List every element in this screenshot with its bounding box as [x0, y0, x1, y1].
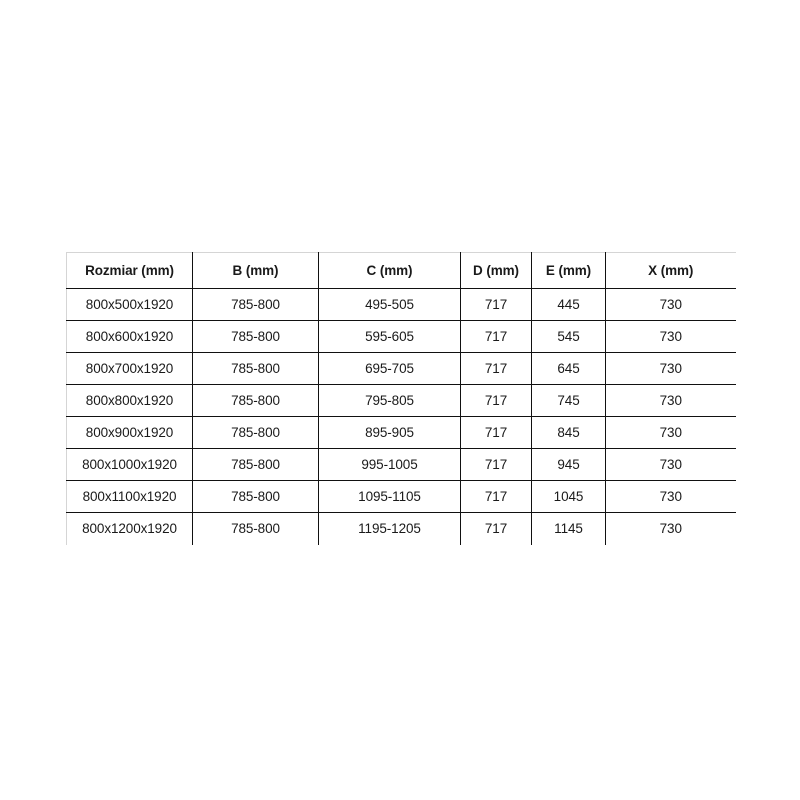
- cell-size: 800x500x1920: [66, 288, 193, 321]
- cell-x: 730: [605, 288, 736, 321]
- dimensions-table: Rozmiar (mm) B (mm) C (mm) D (mm) E (mm)…: [66, 252, 736, 545]
- cell-size: 800x1200x1920: [66, 512, 193, 545]
- cell-c: 1195-1205: [318, 512, 461, 545]
- cell-x: 730: [605, 352, 736, 385]
- cell-c: 795-805: [318, 384, 461, 417]
- cell-size: 800x800x1920: [66, 384, 193, 417]
- cell-d: 717: [460, 384, 532, 417]
- table-row: 800x1000x1920 785-800 995-1005 717 945 7…: [66, 448, 736, 481]
- cell-x: 730: [605, 416, 736, 449]
- dimensions-table-container: Rozmiar (mm) B (mm) C (mm) D (mm) E (mm)…: [66, 252, 736, 545]
- table-row: 800x1200x1920 785-800 1195-1205 717 1145…: [66, 512, 736, 545]
- cell-c: 995-1005: [318, 448, 461, 481]
- cell-b: 785-800: [192, 448, 319, 481]
- cell-d: 717: [460, 320, 532, 353]
- table-row: 800x1100x1920 785-800 1095-1105 717 1045…: [66, 480, 736, 513]
- column-header-x: X (mm): [605, 252, 736, 289]
- column-header-b: B (mm): [192, 252, 319, 289]
- cell-x: 730: [605, 320, 736, 353]
- table-body: 800x500x1920 785-800 495-505 717 445 730…: [66, 288, 736, 545]
- cell-d: 717: [460, 512, 532, 545]
- cell-x: 730: [605, 384, 736, 417]
- cell-c: 895-905: [318, 416, 461, 449]
- cell-x: 730: [659, 521, 682, 537]
- cell-x: 730: [605, 480, 736, 513]
- cell-d: 717: [460, 480, 532, 513]
- column-header-c: C (mm): [318, 252, 461, 289]
- table-row: 800x600x1920 785-800 595-605 717 545 730: [66, 320, 736, 353]
- cell-b: 785-800: [192, 416, 319, 449]
- cell-size: 800x700x1920: [66, 352, 193, 385]
- cell-e: 945: [531, 448, 606, 481]
- cell-b: 785-800: [192, 480, 319, 513]
- cell-e: 745: [531, 384, 606, 417]
- cell-d: 717: [460, 288, 532, 321]
- cell-e: 1045: [531, 480, 606, 513]
- cell-x: 730: [605, 448, 736, 481]
- cell-b: 785-800: [192, 512, 319, 545]
- table-row: 800x900x1920 785-800 895-905 717 845 730: [66, 416, 736, 449]
- cell-d: 717: [460, 416, 532, 449]
- cell-e: 845: [531, 416, 606, 449]
- column-header-size: Rozmiar (mm): [66, 252, 193, 289]
- cell-size: 800x1000x1920: [66, 448, 193, 481]
- cell-c: 695-705: [318, 352, 461, 385]
- cell-b: 785-800: [192, 320, 319, 353]
- cell-c: 595-605: [318, 320, 461, 353]
- table-row: 800x500x1920 785-800 495-505 717 445 730: [66, 288, 736, 321]
- cell-e: 1145: [531, 512, 606, 545]
- table-header: Rozmiar (mm) B (mm) C (mm) D (mm) E (mm)…: [66, 252, 736, 289]
- table-header-row: Rozmiar (mm) B (mm) C (mm) D (mm) E (mm)…: [66, 252, 736, 289]
- cell-size: 800x1100x1920: [66, 480, 193, 513]
- cell-size: 800x600x1920: [66, 320, 193, 353]
- cell-c: 1095-1105: [318, 480, 461, 513]
- cell-e: 545: [531, 320, 606, 353]
- column-header-e: E (mm): [531, 252, 606, 289]
- table-row: 800x700x1920 785-800 695-705 717 645 730: [66, 352, 736, 385]
- cell-e: 445: [531, 288, 606, 321]
- cell-b: 785-800: [192, 288, 319, 321]
- cell-b: 785-800: [192, 352, 319, 385]
- cell-size: 800x900x1920: [66, 416, 193, 449]
- cell-b: 785-800: [192, 384, 319, 417]
- cell-d: 717: [460, 448, 532, 481]
- column-header-d: D (mm): [460, 252, 532, 289]
- cell-e: 645: [531, 352, 606, 385]
- cell-d: 717: [460, 352, 532, 385]
- cell-c: 495-505: [318, 288, 461, 321]
- table-row: 800x800x1920 785-800 795-805 717 745 730: [66, 384, 736, 417]
